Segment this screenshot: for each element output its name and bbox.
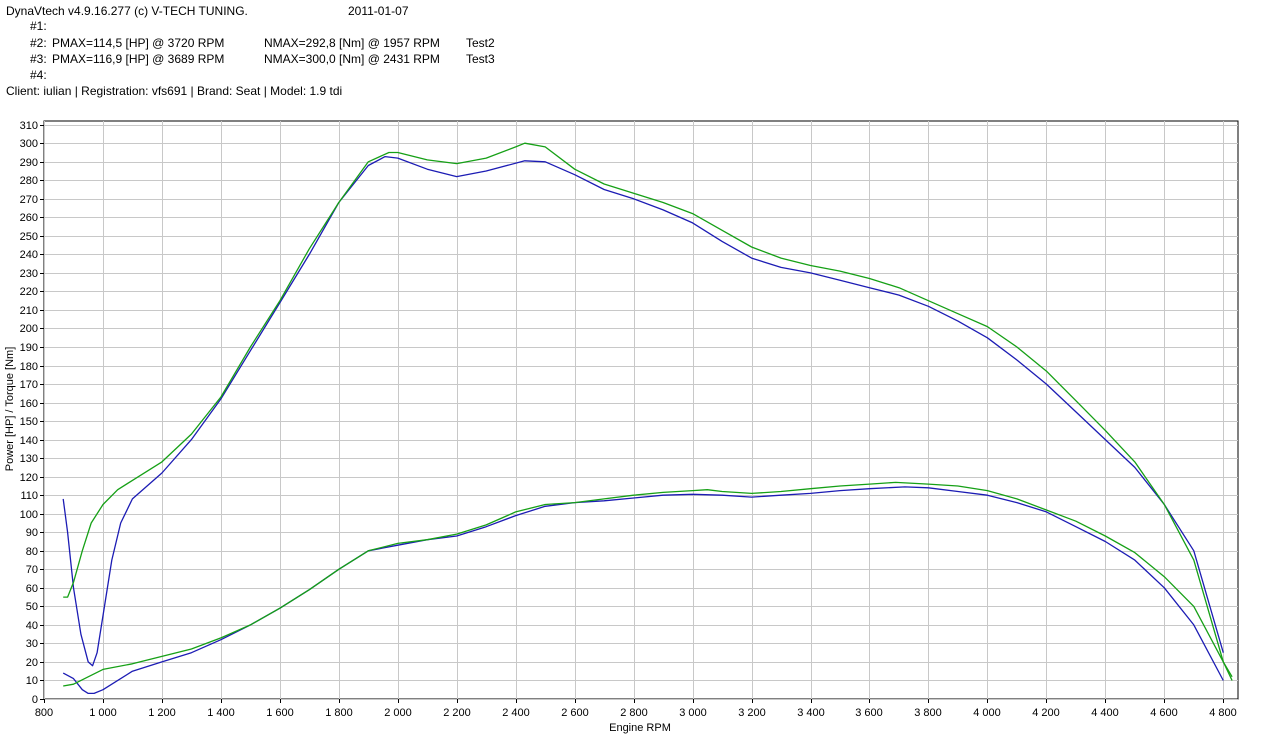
y-tick-label: 170 — [20, 379, 38, 391]
x-tick-label: 1 400 — [207, 707, 235, 719]
app-title: DynaVtech v4.9.16.277 (c) V-TECH TUNING. — [6, 4, 248, 18]
y-tick-label: 120 — [20, 472, 38, 484]
y-tick-label: 20 — [26, 657, 38, 669]
y-tick-label: 220 — [20, 286, 38, 298]
y-tick-label: 240 — [20, 249, 38, 261]
y-tick-label: 200 — [20, 323, 38, 335]
x-tick-label: 3 800 — [914, 707, 942, 719]
x-tick-label: 4 000 — [973, 707, 1001, 719]
y-tick-label: 250 — [20, 231, 38, 243]
y-tick-label: 100 — [20, 509, 38, 521]
y-tick-label: 160 — [20, 398, 38, 410]
client-info: Client: iulian | Registration: vfs691 | … — [6, 84, 343, 98]
x-tick-label: 2 000 — [384, 707, 412, 719]
y-tick-label: 140 — [20, 435, 38, 447]
y-axis: 0 10 20 30 40 50 60 70 80 90 100 110 120 130 140 150 160… — [20, 120, 44, 706]
y-tick-label: 10 — [26, 675, 38, 687]
run-3-id: #3: — [30, 52, 47, 66]
x-tick-label: 3 200 — [738, 707, 766, 719]
y-tick-label: 210 — [20, 305, 38, 317]
x-tick-label: 1 800 — [325, 707, 353, 719]
y-tick-label: 290 — [20, 157, 38, 169]
run-3-name: Test3 — [466, 52, 495, 66]
y-tick-label: 230 — [20, 268, 38, 280]
y-tick-label: 150 — [20, 416, 38, 428]
x-tick-label: 800 — [35, 707, 53, 719]
y-tick-label: 30 — [26, 638, 38, 650]
run-3-nmax: NMAX=300,0 [Nm] @ 2431 RPM — [264, 52, 440, 66]
y-tick-label: 110 — [20, 490, 38, 502]
x-tick-label: 1 600 — [266, 707, 294, 719]
series-test2-torque-line — [62, 155, 1224, 667]
y-tick-label: 130 — [20, 453, 38, 465]
series-test3-power-line — [63, 481, 1233, 687]
y-tick-label: 90 — [26, 527, 38, 539]
run-2-nmax: NMAX=292,8 [Nm] @ 1957 RPM — [264, 36, 440, 50]
x-tick-label: 2 600 — [561, 707, 589, 719]
run-3-pmax: PMAX=116,9 [HP] @ 3689 RPM — [52, 52, 225, 66]
x-tick-label: 3 600 — [855, 707, 883, 719]
series-lines — [62, 142, 1233, 695]
x-tick-label: 3 400 — [797, 707, 825, 719]
x-axis: 800 1 000 1 200 1 400 1 600 1 800 2 000 2 200 2 … — [35, 699, 1237, 719]
x-tick-label: 4 800 — [1209, 707, 1237, 719]
series-test3-torque-line — [63, 142, 1233, 681]
x-tick-label: 2 200 — [443, 707, 471, 719]
x-tick-label: 4 600 — [1150, 707, 1178, 719]
run-2-name: Test2 — [466, 36, 495, 50]
plot-frame — [43, 120, 1239, 700]
y-tick-label: 60 — [26, 583, 38, 595]
y-tick-label: 70 — [26, 564, 38, 576]
y-tick-label: 50 — [26, 601, 38, 613]
run-2-pmax: PMAX=114,5 [HP] @ 3720 RPM — [52, 36, 225, 50]
series-test2-power-line — [62, 486, 1224, 695]
x-tick-label: 2 800 — [620, 707, 648, 719]
y-tick-label: 270 — [20, 194, 38, 206]
x-tick-label: 1 200 — [148, 707, 176, 719]
test-date: 2011-01-07 — [348, 4, 409, 18]
y-tick-label: 40 — [26, 620, 38, 632]
y-tick-label: 260 — [20, 212, 38, 224]
y-tick-label: 300 — [20, 138, 38, 150]
y-tick-label: 80 — [26, 546, 38, 558]
x-tick-label: 4 400 — [1091, 707, 1119, 719]
run-1-id: #1: — [30, 19, 47, 33]
y-tick-label: 280 — [20, 175, 38, 187]
x-tick-label: 3 000 — [679, 707, 707, 719]
grid — [44, 121, 1238, 700]
y-tick-label: 190 — [20, 342, 38, 354]
x-tick-label: 4 200 — [1032, 707, 1060, 719]
x-axis-label: Engine RPM — [609, 722, 671, 734]
y-tick-label: 310 — [20, 120, 38, 132]
run-4-id: #4: — [30, 68, 47, 82]
run-2-id: #2: — [30, 36, 47, 50]
y-tick-label: 180 — [20, 361, 38, 373]
plot-area — [43, 120, 1239, 700]
y-axis-label: Power [HP] / Torque [Nm] — [4, 347, 16, 472]
y-tick-label: 0 — [32, 694, 38, 706]
x-tick-label: 2 400 — [502, 707, 530, 719]
x-tick-label: 1 000 — [89, 707, 117, 719]
